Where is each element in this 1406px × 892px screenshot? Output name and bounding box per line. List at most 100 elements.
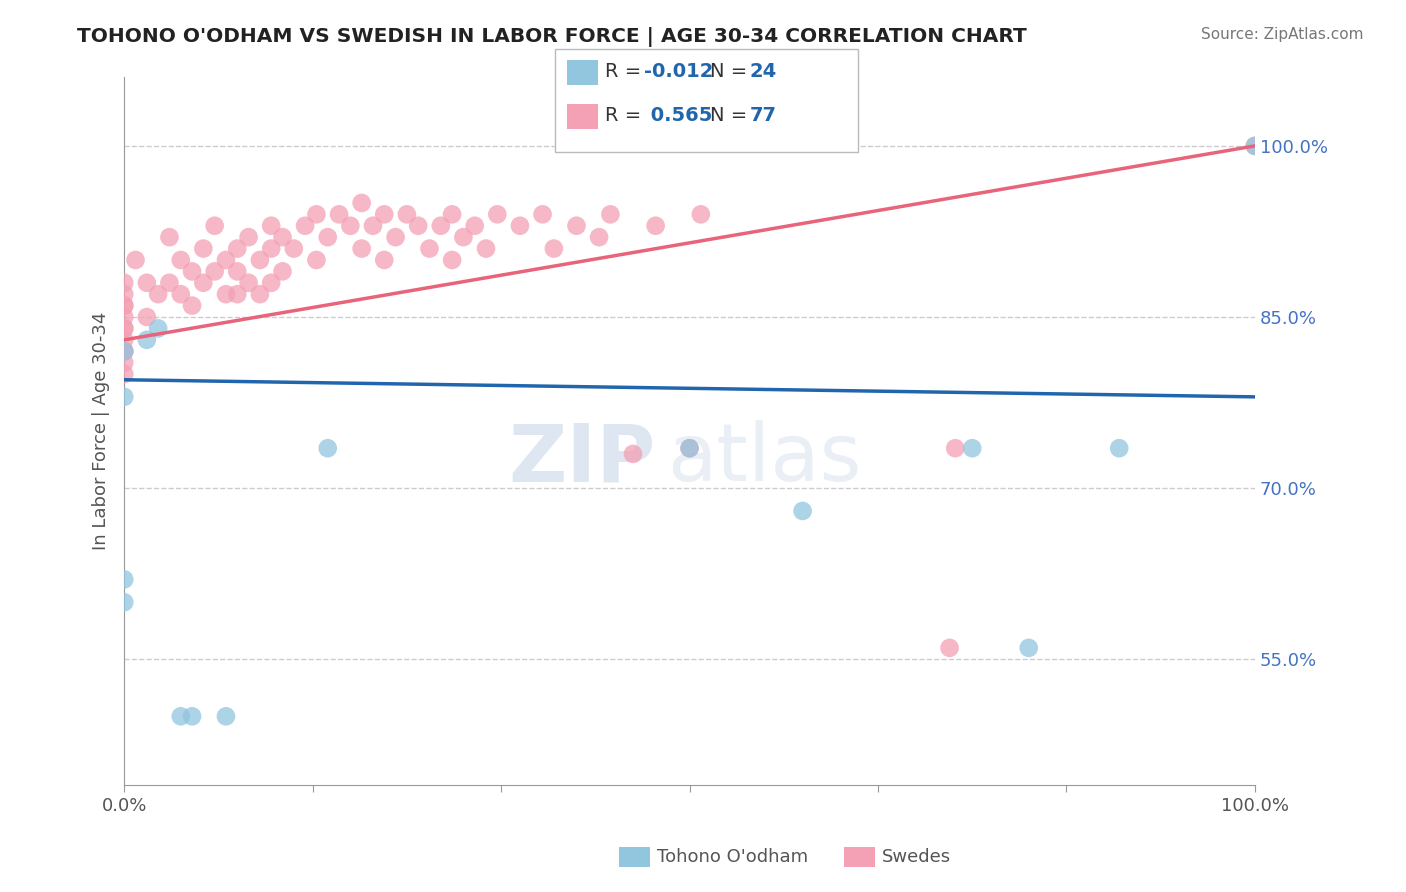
Point	[215, 287, 238, 301]
Point	[938, 640, 960, 655]
Point	[350, 242, 373, 256]
Point	[193, 242, 215, 256]
Point	[204, 219, 226, 233]
Point	[792, 504, 814, 518]
Point	[689, 207, 711, 221]
Point	[543, 242, 565, 256]
Point	[464, 219, 486, 233]
Point	[1244, 139, 1267, 153]
Point	[193, 276, 215, 290]
Point	[486, 207, 509, 221]
Point	[112, 321, 135, 335]
Point	[112, 344, 135, 359]
Point	[215, 709, 238, 723]
Point	[1018, 640, 1040, 655]
Text: N =: N =	[710, 106, 754, 126]
Point	[112, 276, 135, 290]
Point	[215, 252, 238, 267]
Point	[678, 441, 700, 455]
Point	[181, 709, 204, 723]
Point	[112, 321, 135, 335]
Y-axis label: In Labor Force | Age 30-34: In Labor Force | Age 30-34	[93, 312, 110, 550]
Text: Source: ZipAtlas.com: Source: ZipAtlas.com	[1201, 27, 1364, 42]
Point	[112, 344, 135, 359]
Point	[430, 219, 453, 233]
Point	[170, 252, 193, 267]
Point	[644, 219, 666, 233]
Point	[170, 287, 193, 301]
Point	[678, 441, 700, 455]
Point	[395, 207, 418, 221]
Point	[271, 264, 294, 278]
Point	[350, 196, 373, 211]
Point	[328, 207, 350, 221]
Point	[112, 356, 135, 370]
Point	[373, 207, 395, 221]
Text: -0.012: -0.012	[644, 62, 713, 81]
Text: 77: 77	[749, 106, 776, 126]
Point	[373, 252, 395, 267]
Text: R =: R =	[605, 106, 647, 126]
Point	[112, 390, 135, 404]
Point	[112, 595, 135, 609]
Point	[588, 230, 610, 244]
Point	[249, 287, 271, 301]
Point	[135, 310, 157, 324]
Point	[260, 242, 283, 256]
Point	[112, 333, 135, 347]
Point	[960, 441, 983, 455]
Point	[305, 252, 328, 267]
Point	[565, 219, 588, 233]
Point	[294, 219, 316, 233]
Point	[112, 299, 135, 313]
Point	[249, 252, 271, 267]
Point	[112, 367, 135, 381]
Point	[531, 207, 554, 221]
Point	[1244, 139, 1267, 153]
Point	[384, 230, 406, 244]
Point	[112, 573, 135, 587]
Point	[406, 219, 429, 233]
Point	[316, 230, 339, 244]
Point	[135, 276, 157, 290]
Point	[1108, 441, 1130, 455]
Point	[283, 242, 305, 256]
Point	[305, 207, 328, 221]
Text: Tohono O'odham: Tohono O'odham	[657, 848, 807, 866]
Point	[475, 242, 498, 256]
Point	[112, 299, 135, 313]
Point	[441, 252, 464, 267]
Point	[170, 709, 193, 723]
Point	[146, 287, 169, 301]
Text: ZIP: ZIP	[509, 420, 655, 499]
Point	[441, 207, 464, 221]
Point	[271, 230, 294, 244]
Point	[599, 207, 621, 221]
Point	[238, 230, 260, 244]
Point	[112, 287, 135, 301]
Text: 24: 24	[749, 62, 776, 81]
Point	[181, 299, 204, 313]
Point	[316, 441, 339, 455]
Point	[226, 242, 249, 256]
Point	[943, 441, 966, 455]
Point	[112, 344, 135, 359]
Point	[453, 230, 475, 244]
Point	[361, 219, 384, 233]
Point	[146, 321, 169, 335]
Point	[260, 276, 283, 290]
Point	[260, 219, 283, 233]
Text: atlas: atlas	[666, 420, 862, 499]
Point	[621, 447, 644, 461]
Point	[204, 264, 226, 278]
Text: Swedes: Swedes	[882, 848, 950, 866]
Text: TOHONO O'ODHAM VS SWEDISH IN LABOR FORCE | AGE 30-34 CORRELATION CHART: TOHONO O'ODHAM VS SWEDISH IN LABOR FORCE…	[77, 27, 1026, 46]
Point	[226, 264, 249, 278]
Point	[135, 333, 157, 347]
Point	[112, 310, 135, 324]
Point	[238, 276, 260, 290]
Point	[226, 287, 249, 301]
Text: R =: R =	[605, 62, 647, 81]
Text: 0.565: 0.565	[644, 106, 713, 126]
Text: N =: N =	[710, 62, 754, 81]
